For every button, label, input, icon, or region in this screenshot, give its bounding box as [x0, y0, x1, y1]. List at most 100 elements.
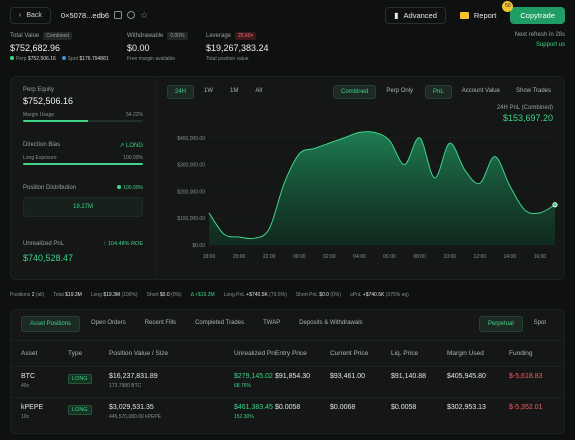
long-value: $19.3M: [103, 292, 121, 298]
total-value-block: Total Value Combined $752,682.96 Perp $75…: [10, 32, 109, 62]
withdrawable-sub: Free margin available: [127, 56, 176, 62]
external-link-icon[interactable]: [127, 11, 136, 19]
report-button[interactable]: Report: [454, 7, 503, 24]
timeframe-1m[interactable]: 1M: [230, 88, 239, 94]
long-exposure-value: 100.00%: [123, 155, 143, 161]
position-distribution-pct: 100.00%: [123, 185, 143, 191]
pnl-line: [208, 131, 556, 240]
wallet-address: 0×5078...edb6 ☆: [61, 10, 148, 21]
short-sub: (0%): [171, 292, 182, 298]
direction-bias-label: Direction Bias: [23, 142, 61, 148]
positions-stat: Positions 2 (all): [10, 292, 44, 298]
asset-name: kPEPE: [21, 404, 44, 411]
copytrade-button[interactable]: 50 Copytrade: [502, 0, 565, 24]
tab-deposits-withdrawals[interactable]: Deposits & Withdrawals: [299, 320, 363, 326]
chevron-left-icon: ‹: [19, 11, 22, 19]
column-header-type[interactable]: Type: [68, 350, 83, 357]
margin-usage-fill: [23, 120, 89, 122]
mode-combined[interactable]: Combined: [333, 85, 377, 99]
current-price: $93,461.00: [330, 373, 366, 380]
advanced-button[interactable]: ▮ Advanced: [385, 6, 446, 24]
timeframe-24h[interactable]: 24H: [167, 85, 195, 99]
column-header-liq-price[interactable]: Liq. Price: [391, 350, 419, 357]
column-header-asset[interactable]: Asset: [21, 350, 38, 357]
short-value: $0.0: [159, 292, 170, 298]
tab-twap[interactable]: TWAP: [263, 320, 281, 326]
timeframe-all[interactable]: All: [255, 88, 263, 94]
copytrade-label: Copytrade: [520, 10, 555, 20]
withdrawable-value: $0.00: [127, 43, 150, 53]
short-pnl-label: Short PnL: [295, 292, 318, 298]
positions-sub: (all): [35, 292, 45, 298]
combined-tag: Combined: [43, 32, 73, 40]
timeframe-1w[interactable]: 1W: [204, 88, 214, 94]
leverage-block: Leverage 25.60× $19,267,383.24 Total posi…: [206, 32, 269, 62]
leverage-tag: 25.60×: [235, 32, 257, 40]
overview-panel: Perp Equity $752,506.16 Margin Usage 54.2…: [10, 76, 565, 281]
show-trades-button[interactable]: Show Trades: [516, 88, 552, 94]
x-tick-label: 20:00: [233, 254, 246, 260]
withdrawable-label: Withdrawable: [127, 33, 164, 39]
position-size: 445,570,080.00 kPEPE: [109, 414, 161, 420]
unrealized-pnl-value: $740,528.47: [23, 253, 74, 263]
tab-asset-positions[interactable]: Asset Positions: [21, 316, 81, 332]
position-size: 173.7980 BTC: [109, 383, 142, 389]
view-account-value[interactable]: Account Value: [461, 88, 500, 94]
perp-label: Perp: [16, 56, 27, 62]
long-exposure-fill: [23, 163, 143, 165]
chart-area: 24H 1W 1M All Combined Perp Only PnL Account …: [157, 77, 565, 281]
short-pnl-sub: (0%): [330, 292, 341, 298]
long-label: Long: [90, 292, 102, 298]
view-pnl[interactable]: PnL: [425, 85, 452, 99]
tab-completed-trades[interactable]: Completed Trades: [195, 320, 245, 326]
trend-up-icon: ↗: [119, 143, 126, 149]
liquidation-price: $91,140.88: [391, 373, 427, 380]
spot-label: Spot: [67, 56, 79, 62]
column-header-funding[interactable]: Funding: [509, 350, 533, 357]
tab-open-orders[interactable]: Open Orders: [91, 320, 126, 326]
unrealized-pnl: $279,145.02: [234, 373, 273, 380]
star-icon[interactable]: ☆: [140, 9, 149, 20]
back-button[interactable]: ‹ Back: [10, 6, 51, 24]
position-distribution-bar: 19.27M: [23, 197, 143, 217]
leverage-sub: Total position value: [206, 56, 249, 62]
column-header-entry-price[interactable]: Entry Price: [275, 350, 307, 357]
y-tick-label: $0.00: [192, 243, 205, 249]
mode-perp-only[interactable]: Perp Only: [386, 88, 414, 94]
unrealized-pnl: $461,383.45: [234, 404, 273, 411]
view-selector: PnL Account Value: [425, 85, 507, 99]
column-header-unrealized-pnl[interactable]: Unrealized PnL: [234, 350, 279, 357]
column-header-position-value-size[interactable]: Position Value / Size: [109, 350, 169, 357]
margin-used: $405,945.80: [447, 373, 486, 380]
x-tick-label: 18:00: [203, 254, 216, 260]
unrealized-roe-text: 104.48% ROE: [107, 241, 143, 247]
row-divider: [11, 366, 564, 367]
perp-value: $752,506.16: [27, 56, 56, 62]
entry-price: $91,854.30: [275, 373, 311, 380]
x-tick-label: 06:00: [383, 254, 396, 260]
pnl-chart[interactable]: $0.00 $100,000.00 $200,000.00 $300,000.00 $4…: [157, 77, 565, 281]
long-sub: (100%): [121, 292, 138, 298]
position-type-badge: LONG: [68, 405, 92, 415]
y-tick-label: $400,000.00: [177, 136, 205, 142]
equity-sidebar: Perp Equity $752,506.16 Margin Usage 54.2…: [11, 77, 156, 281]
market-type-tabs: Perpetual Spot: [478, 316, 554, 332]
column-header-margin-used[interactable]: Margin Used: [447, 350, 484, 357]
bar-chart-icon: ▮: [394, 10, 399, 20]
column-header-current-price[interactable]: Current Price: [330, 350, 369, 357]
support-link[interactable]: Support us: [535, 42, 565, 48]
perp-legend: Perp $752,506.16: [10, 56, 56, 62]
spot-legend: Spot $176.794881: [61, 56, 109, 62]
tabs-divider: [11, 340, 564, 341]
leverage-value: $19,267,383.24: [206, 43, 269, 53]
copy-icon[interactable]: [114, 11, 123, 19]
tab-recent-fills[interactable]: Recent Fills: [144, 320, 177, 326]
tab-spot[interactable]: Spot: [533, 320, 546, 326]
total-value: $752,682.96: [10, 43, 61, 53]
tab-perpetual[interactable]: Perpetual: [478, 316, 523, 332]
asset-name: BTC: [21, 373, 35, 380]
y-tick-label: $200,000.00: [177, 189, 205, 195]
mode-selector: Combined Perp Only: [333, 85, 420, 99]
spot-dot-icon: [61, 56, 66, 60]
refresh-block: Next refresh in 28s Support us: [515, 32, 565, 48]
